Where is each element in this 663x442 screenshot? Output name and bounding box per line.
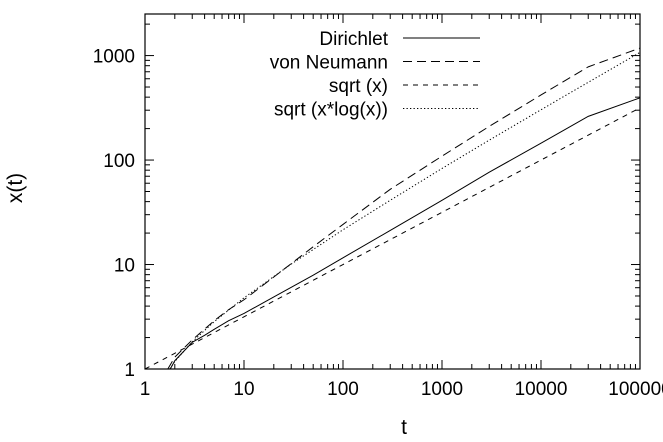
series-line-3 (145, 107, 640, 369)
series-line-4 (169, 51, 640, 369)
x-tick-label: 100000 (608, 379, 663, 400)
y-tick-label: 10 (114, 256, 135, 277)
x-tick-label: 10 (233, 379, 254, 400)
series-line-1 (169, 97, 640, 369)
x-tick-label: 10000 (515, 379, 568, 400)
x-tick-label: 100 (327, 379, 359, 400)
x-tick-label: 1000 (421, 379, 463, 400)
y-tick-label: 100 (103, 151, 135, 172)
legend-label-4: sqrt (x*log(x)) (274, 100, 388, 121)
y-axis-label: x(t) (4, 173, 27, 203)
y-tick-label: 1 (124, 360, 135, 381)
legend-label-3: sqrt (x) (329, 76, 388, 97)
x-tick-label: 1 (140, 379, 151, 400)
legend-label-1: Dirichlet (319, 29, 388, 50)
series-layer (145, 47, 640, 369)
tick-labels: 1 10 100 1000 10000 100000 1 10 100 1000 (93, 47, 663, 400)
x-axis-label: t (401, 416, 407, 439)
tick-marks (144, 14, 641, 370)
series-line-2 (167, 47, 640, 369)
plot-frame (144, 13, 641, 370)
y-tick-label: 1000 (93, 47, 135, 68)
legend-label-2: von Neumann (270, 53, 388, 74)
plot-border (144, 13, 641, 370)
